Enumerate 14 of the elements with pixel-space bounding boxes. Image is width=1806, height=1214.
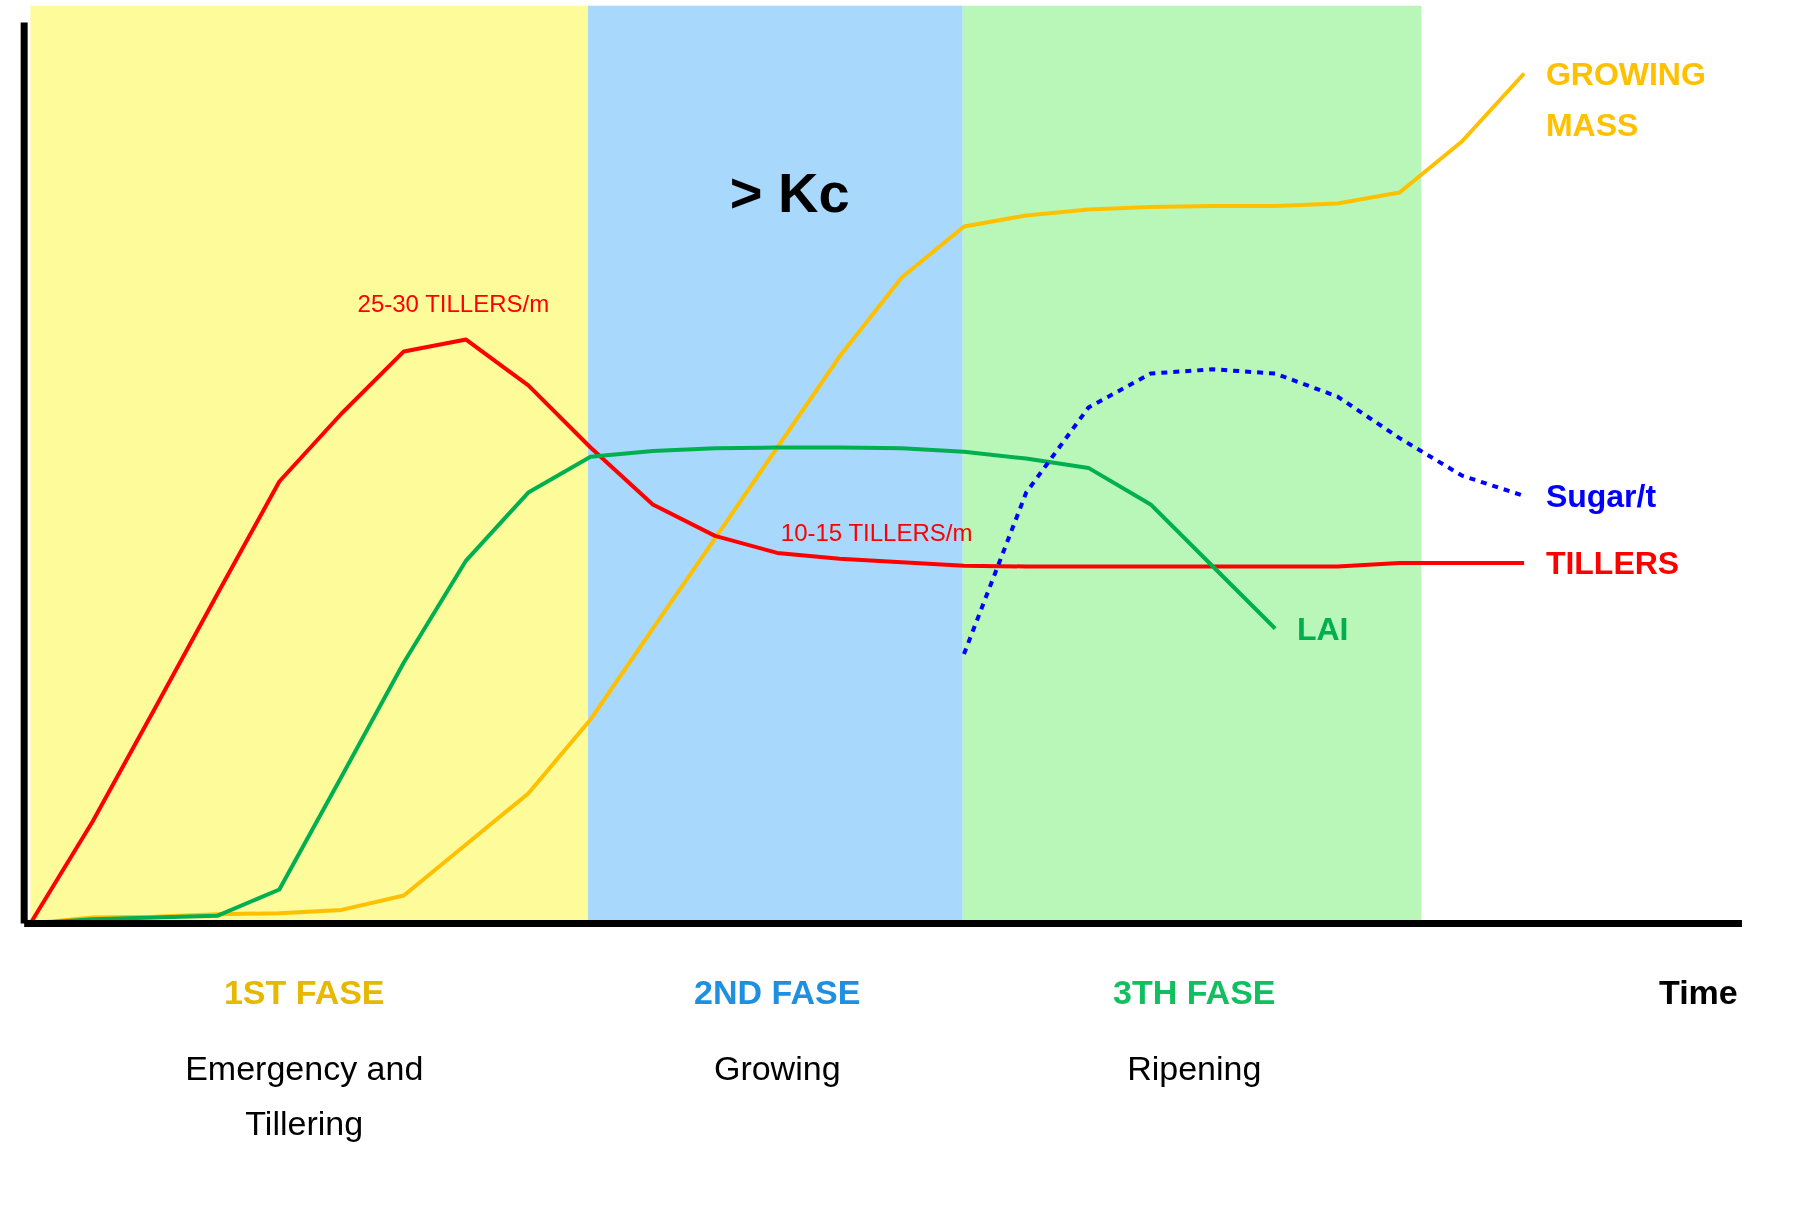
text: Emergency and Tillering: [185, 1049, 424, 1143]
series-label: LAI: [1296, 610, 1349, 647]
text: 1ST FASE: [223, 972, 385, 1011]
annotation: > Kc: [729, 161, 850, 224]
annotation: 25-30 TILLERS/m: [357, 289, 550, 317]
text: 3TH FASE: [1113, 972, 1276, 1011]
text: Ripening: [1127, 1049, 1262, 1087]
series-label: Sugar/t: [1545, 477, 1657, 514]
series-label: GROWING MASS: [1545, 55, 1706, 143]
text: 2ND FASE: [694, 972, 861, 1011]
series-label: TILLERS: [1545, 545, 1680, 582]
annotation: 10-15 TILLERS/m: [780, 519, 973, 546]
text: Growing: [713, 1049, 841, 1087]
x-axis-title: Time: [1659, 972, 1738, 1011]
